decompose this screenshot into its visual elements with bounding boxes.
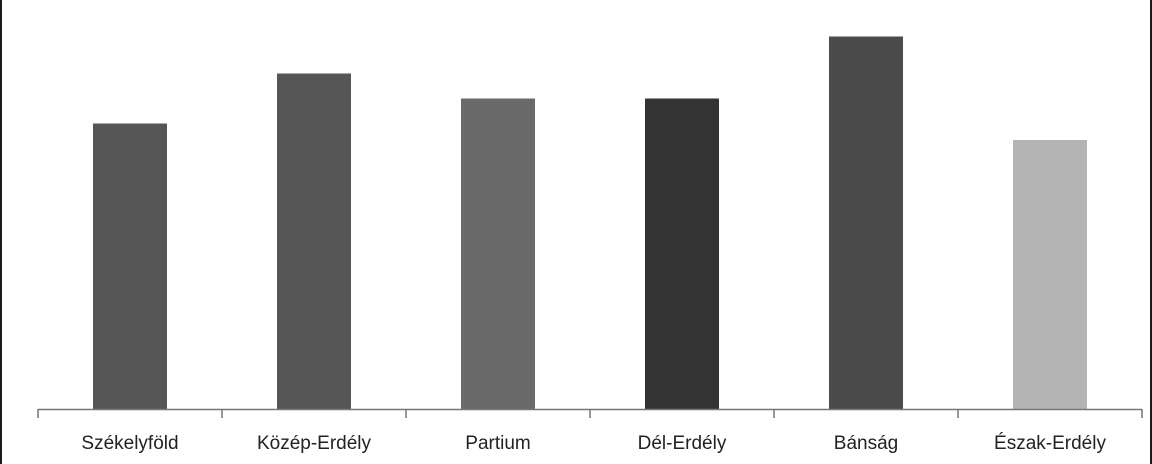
x-tick-label-4: Bánság [834, 433, 898, 454]
bar-2 [461, 98, 535, 409]
bar-3 [645, 98, 719, 409]
x-tick-label-0: Székelyföld [81, 433, 178, 454]
bar-5 [1013, 139, 1087, 409]
x-tick-label-2: Partium [465, 433, 530, 454]
bars-group [93, 36, 1087, 410]
x-tick-label-1: Közép-Erdély [257, 433, 372, 454]
x-tick-label-5: Észak-Erdély [994, 433, 1106, 454]
x-tick-labels: Székelyföld Közép-Erdély Partium Dél-Erdély… [81, 433, 1106, 454]
bar-4 [829, 36, 903, 410]
bar-0 [93, 123, 167, 410]
bar-1 [277, 73, 351, 409]
x-axis [37, 408, 1143, 418]
x-tick-label-3: Dél-Erdély [638, 433, 727, 454]
